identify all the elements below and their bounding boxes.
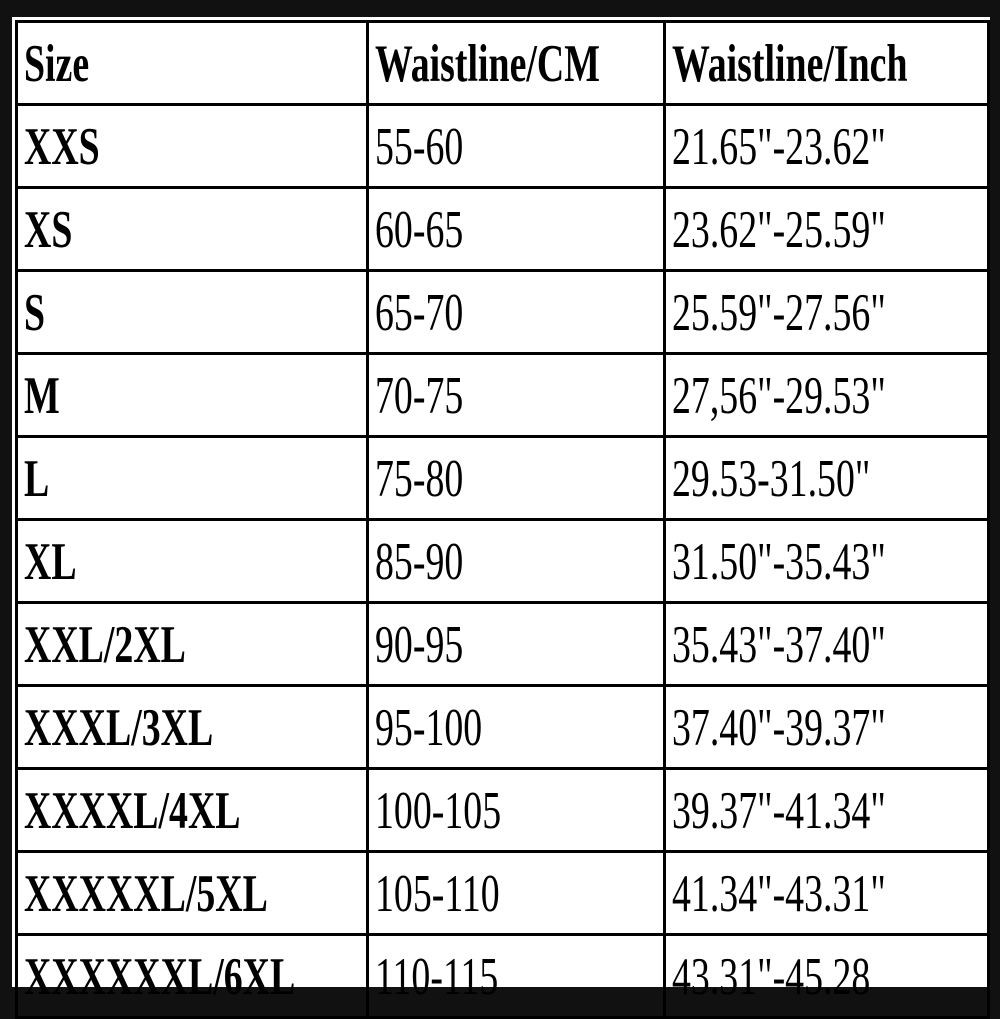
waistline-inch-cell: 21.65"-23.62": [663, 103, 990, 189]
cell-text: S: [24, 282, 46, 342]
header-row: Size Waistline/CM Waistline/Inch: [15, 20, 990, 106]
table-row: XXS 55-60 21.65"-23.62": [15, 103, 990, 189]
size-cell: XS: [15, 186, 369, 272]
size-cell: XXXXXXL/6XL: [15, 933, 369, 1019]
cell-text: 29.53-31.50": [672, 448, 871, 508]
size-cell: XXXXXL/5XL: [15, 850, 369, 936]
waistline-cm-cell: 105-110: [366, 850, 666, 936]
waistline-inch-cell: Waistline/Inch: [663, 20, 990, 106]
waistline-cm-cell: 65-70: [366, 269, 666, 355]
waistline-cm-cell: 95-100: [366, 684, 666, 770]
waistline-cm-cell: 55-60: [366, 103, 666, 189]
cell-text: 90-95: [375, 614, 464, 674]
table-row: XXXXL/4XL 100-105 39.37"-41.34": [15, 767, 990, 853]
waistline-inch-cell: 29.53-31.50": [663, 435, 990, 521]
cell-text: 105-110: [375, 863, 500, 923]
table-row: XS 60-65 23.62"-25.59": [15, 186, 990, 272]
cell-text: XXS: [24, 116, 100, 176]
size-cell: L: [15, 435, 369, 521]
table-row: XL 85-90 31.50"-35.43": [15, 518, 990, 604]
cell-text: 21.65"-23.62": [672, 116, 886, 176]
waistline-inch-cell: 31.50"-35.43": [663, 518, 990, 604]
cell-text: Waistline/Inch: [672, 33, 908, 93]
waistline-inch-cell: 35.43"-37.40": [663, 601, 990, 687]
table-row: XXXXXL/5XL 105-110 41.34"-43.31": [15, 850, 990, 936]
cell-text: 25.59"-27.56": [672, 282, 886, 342]
waistline-inch-cell: 43.31"-45.28: [663, 933, 990, 1019]
table-row: XXXXXXL/6XL 110-115 43.31"-45.28: [15, 933, 990, 1019]
size-cell: XL: [15, 518, 369, 604]
size-cell: XXXL/3XL: [15, 684, 369, 770]
size-cell: S: [15, 269, 369, 355]
cell-text: XS: [24, 199, 73, 259]
cell-text: XXXXXXL/6XL: [24, 946, 296, 1006]
waistline-cm-cell: 70-75: [366, 352, 666, 438]
cell-text: 70-75: [375, 365, 464, 425]
cell-text: 85-90: [375, 531, 464, 591]
table-row: L 75-80 29.53-31.50": [15, 435, 990, 521]
cell-text: Waistline/CM: [375, 33, 600, 93]
cell-text: 27,56"-29.53": [672, 365, 886, 425]
cell-text: 65-70: [375, 282, 464, 342]
cell-text: 35.43"-37.40": [672, 614, 886, 674]
table-row: S 65-70 25.59"-27.56": [15, 269, 990, 355]
cell-text: 41.34"-43.31": [672, 863, 886, 923]
cell-text: 75-80: [375, 448, 464, 508]
cell-text: 31.50"-35.43": [672, 531, 886, 591]
cell-text: 100-105: [375, 780, 502, 840]
cell-text: Size: [24, 33, 90, 93]
waistline-inch-cell: 27,56"-29.53": [663, 352, 990, 438]
cell-text: XL: [24, 531, 77, 591]
cell-text: M: [24, 365, 60, 425]
cell-text: XXXXL/4XL: [24, 780, 241, 840]
size-cell: M: [15, 352, 369, 438]
waistline-inch-cell: 25.59"-27.56": [663, 269, 990, 355]
waistline-cm-cell: 100-105: [366, 767, 666, 853]
cell-text: 39.37"-41.34": [672, 780, 886, 840]
cell-text: 60-65: [375, 199, 464, 259]
cell-text: L: [24, 448, 50, 508]
cell-text: 43.31"-45.28: [672, 946, 871, 1006]
waistline-cm-cell: Waistline/CM: [366, 20, 666, 106]
waistline-inch-cell: 41.34"-43.31": [663, 850, 990, 936]
cell-text: 37.40"-39.37": [672, 697, 886, 757]
cell-text: 55-60: [375, 116, 464, 176]
cell-text: XXL/2XL: [24, 614, 186, 674]
waistline-inch-cell: 37.40"-39.37": [663, 684, 990, 770]
table-row: M 70-75 27,56"-29.53": [15, 352, 990, 438]
size-chart-table: Size Waistline/CM Waistline/Inch XXS 55-60 21…: [15, 20, 990, 1019]
size-cell: Size: [15, 20, 369, 106]
waistline-inch-cell: 39.37"-41.34": [663, 767, 990, 853]
waistline-cm-cell: 75-80: [366, 435, 666, 521]
table-row: XXL/2XL 90-95 35.43"-37.40": [15, 601, 990, 687]
size-cell: XXS: [15, 103, 369, 189]
size-cell: XXL/2XL: [15, 601, 369, 687]
waistline-cm-cell: 90-95: [366, 601, 666, 687]
waistline-cm-cell: 110-115: [366, 933, 666, 1019]
waistline-cm-cell: 85-90: [366, 518, 666, 604]
waistline-cm-cell: 60-65: [366, 186, 666, 272]
cell-text: XXXL/3XL: [24, 697, 214, 757]
cell-text: XXXXXL/5XL: [24, 863, 268, 923]
cell-text: 95-100: [375, 697, 483, 757]
waistline-inch-cell: 23.62"-25.59": [663, 186, 990, 272]
cell-text: 23.62"-25.59": [672, 199, 886, 259]
size-cell: XXXXL/4XL: [15, 767, 369, 853]
table-row: XXXL/3XL 95-100 37.40"-39.37": [15, 684, 990, 770]
cell-text: 110-115: [375, 946, 499, 1006]
